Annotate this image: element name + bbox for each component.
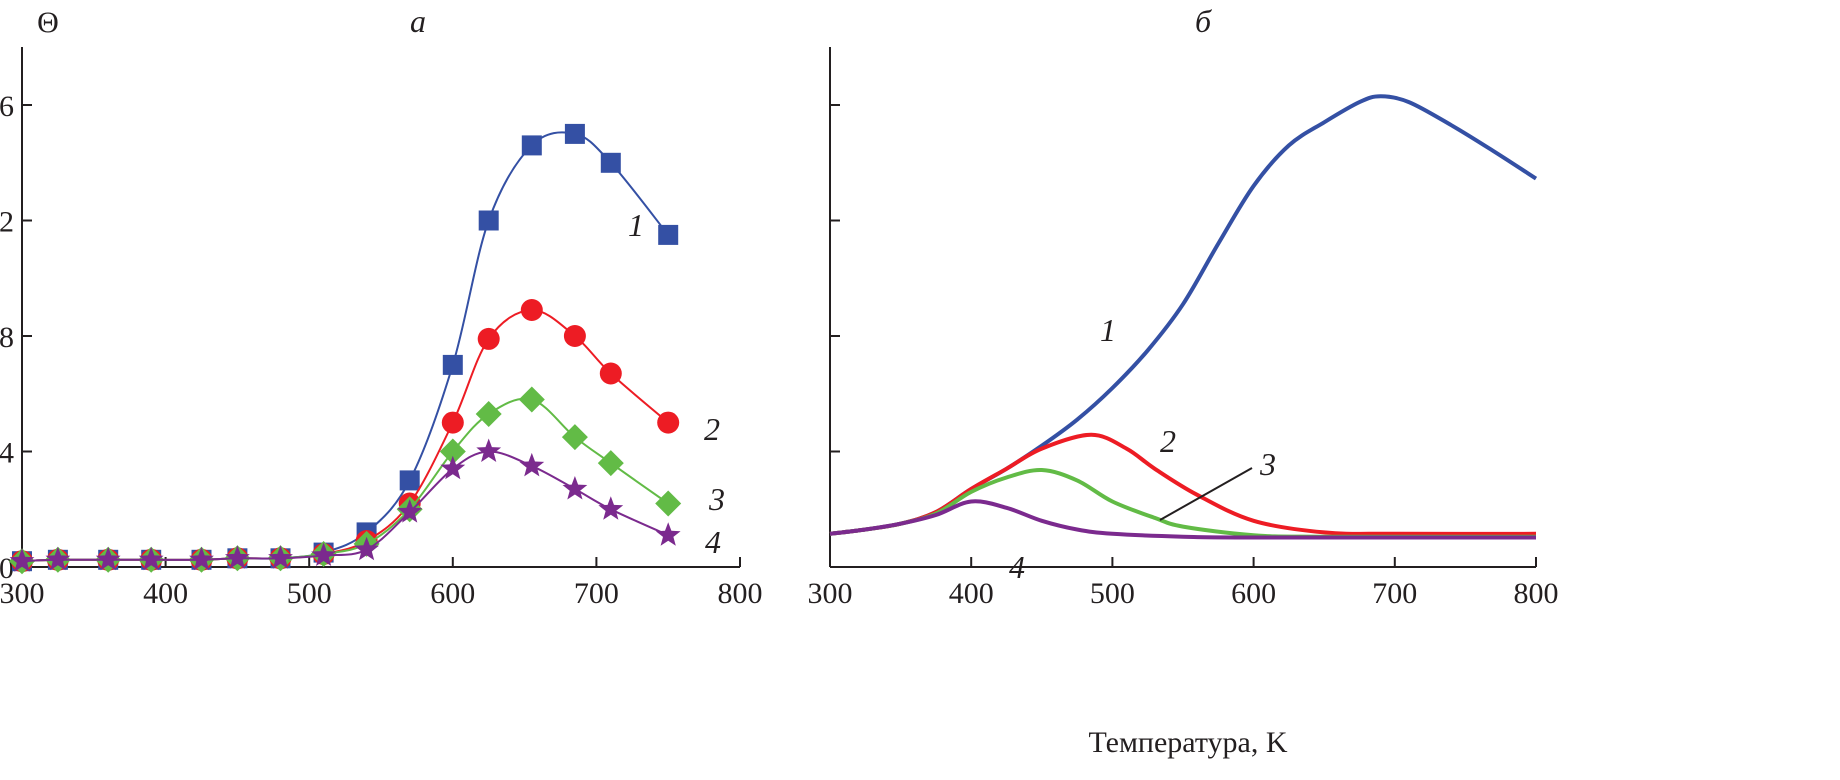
marker-square <box>658 224 679 245</box>
marker-star <box>562 476 588 500</box>
x-tick-label: 800 <box>1514 577 1559 610</box>
marker-star <box>598 496 624 520</box>
marker-diamond <box>518 386 545 413</box>
panel-b-title: б <box>1195 3 1212 39</box>
x-tick-label: 300 <box>808 577 853 610</box>
marker-circle <box>441 411 464 434</box>
marker-diamond <box>475 401 502 427</box>
marker-star <box>138 546 164 571</box>
x-axis-label: Температура, K <box>1088 726 1287 759</box>
series-line-4 <box>21 450 669 563</box>
marker-circle <box>563 325 586 347</box>
series-label-4: 4 <box>1009 549 1025 585</box>
y-tick-label: 4 <box>0 437 14 470</box>
x-tick-label: 700 <box>574 577 619 610</box>
marker-star <box>95 546 121 571</box>
marker-diamond <box>655 490 682 517</box>
marker-star <box>189 546 214 571</box>
marker-star <box>440 455 466 480</box>
marker-diamond <box>561 424 588 451</box>
y-tick-label: 16 <box>0 90 14 123</box>
marker-star <box>476 438 502 462</box>
series-label-2: 2 <box>1160 423 1176 459</box>
series-line-4 <box>829 499 1537 540</box>
marker-star <box>519 452 545 477</box>
marker-square <box>564 123 585 144</box>
x-tick-label: 600 <box>430 577 475 610</box>
marker-square <box>478 210 499 231</box>
marker-star <box>225 545 250 569</box>
x-tick-label: 600 <box>1231 577 1276 610</box>
y-axis-symbol: Θ <box>37 6 59 39</box>
marker-circle <box>477 327 500 350</box>
marker-circle <box>599 362 622 385</box>
x-tick-label: 800 <box>718 577 763 610</box>
marker-star <box>397 499 423 523</box>
marker-square <box>399 470 420 491</box>
series-label-4: 4 <box>705 524 721 560</box>
marker-star <box>45 546 71 571</box>
series-line-1 <box>829 94 1538 536</box>
y-tick-label: 8 <box>0 321 14 354</box>
marker-star <box>655 522 681 546</box>
series-3-leader-line <box>1159 467 1253 521</box>
y-tick-label: 12 <box>0 206 14 239</box>
series-label-3: 3 <box>708 481 725 517</box>
x-tick-label: 300 <box>0 577 45 610</box>
x-tick-label: 500 <box>287 577 332 610</box>
x-tick-label: 500 <box>1090 577 1135 610</box>
panel-a-title: a <box>410 3 426 39</box>
marker-circle <box>520 299 543 321</box>
series-label-1: 1 <box>628 207 644 243</box>
marker-diamond <box>597 450 624 477</box>
marker-diamond <box>439 438 466 465</box>
series-line-2 <box>829 432 1537 536</box>
series-line-3 <box>829 467 1537 539</box>
marker-star <box>268 545 293 569</box>
marker-square <box>521 135 542 156</box>
marker-square <box>442 354 463 375</box>
x-tick-label: 700 <box>1372 577 1417 610</box>
marker-circle <box>657 411 680 434</box>
x-tick-label: 400 <box>143 577 188 610</box>
series-line-3 <box>21 397 669 563</box>
marker-star <box>311 542 336 566</box>
marker-star <box>354 536 379 561</box>
marker-square <box>600 152 621 173</box>
series-label-3: 3 <box>1259 446 1276 482</box>
series-label-2: 2 <box>704 411 720 447</box>
marker-star <box>9 548 35 572</box>
x-tick-label: 400 <box>949 577 994 610</box>
series-label-1: 1 <box>1100 312 1116 348</box>
